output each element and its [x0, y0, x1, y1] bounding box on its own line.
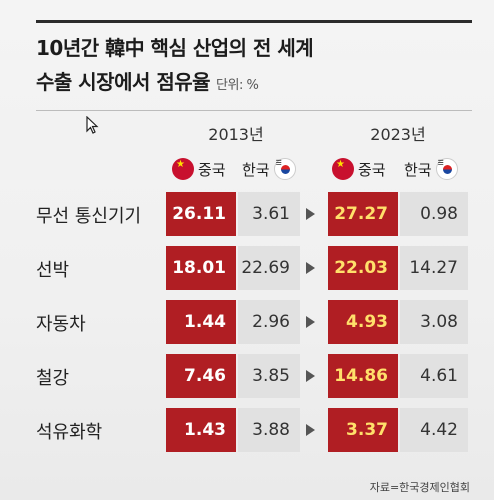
korea-flag-icon [435, 158, 458, 180]
cell-china-2023: 14.86 [328, 354, 398, 398]
arrow-right-icon [306, 316, 315, 328]
year-header-2023: 2023년 [370, 125, 426, 144]
arrow-right-icon [306, 208, 315, 220]
legend-china-label: 중국 [358, 160, 386, 179]
arrow-right-icon [306, 370, 315, 382]
cell-china-2023: 3.37 [328, 408, 398, 452]
cell-china-2013: 7.46 [166, 354, 236, 398]
cell-china-2013: 1.43 [166, 408, 236, 452]
legend-korea-label: 한국 [404, 160, 432, 179]
arrow-right-icon [306, 262, 315, 274]
legend-china-label: 중국 [198, 160, 226, 179]
cell-china-2023: 22.03 [328, 246, 398, 290]
china-flag-icon [332, 158, 354, 180]
title-line-2-text: 수출 시장에서 점유율 [36, 70, 211, 94]
legend-korea-2013: 한국 [242, 158, 296, 180]
title-line-1: 10년간 韓中 핵심 산업의 전 세계 [36, 36, 314, 60]
cell-korea-2013: 3.61 [238, 192, 300, 236]
cell-china-2013: 1.44 [166, 300, 236, 344]
cell-korea-2023: 4.61 [400, 354, 468, 398]
title-line-2: 수출 시장에서 점유율 단위: % [36, 66, 259, 95]
category-label: 무선 통신기기 [36, 206, 142, 227]
korea-flag-icon [273, 158, 296, 180]
cell-china-2023: 4.93 [328, 300, 398, 344]
legend-china-2013: 중국 [172, 158, 226, 180]
cell-china-2023: 27.27 [328, 192, 398, 236]
legend-korea-label: 한국 [242, 160, 270, 179]
arrow-right-icon [306, 424, 315, 436]
cell-china-2013: 26.11 [166, 192, 236, 236]
source-note: 자료=한국경제인협회 [369, 481, 470, 494]
legend-korea-2023: 한국 [404, 158, 458, 180]
cell-korea-2013: 3.88 [238, 408, 300, 452]
cell-korea-2013: 2.96 [238, 300, 300, 344]
cell-china-2013: 18.01 [166, 246, 236, 290]
cell-korea-2013: 3.85 [238, 354, 300, 398]
china-flag-icon [172, 158, 194, 180]
top-rule [36, 20, 472, 23]
cell-korea-2023: 4.42 [400, 408, 468, 452]
category-label: 선박 [36, 260, 70, 281]
cell-korea-2023: 14.27 [400, 246, 468, 290]
unit-label: 단위: % [216, 78, 259, 93]
year-header-2013: 2013년 [208, 125, 264, 144]
mouse-cursor-icon [86, 116, 99, 134]
category-label: 철강 [36, 368, 70, 389]
cell-korea-2013: 22.69 [238, 246, 300, 290]
legend-china-2023: 중국 [332, 158, 386, 180]
cell-korea-2023: 3.08 [400, 300, 468, 344]
category-label: 자동차 [36, 314, 86, 335]
cell-korea-2023: 0.98 [400, 192, 468, 236]
header-divider [36, 110, 472, 111]
category-label: 석유화학 [36, 422, 103, 443]
